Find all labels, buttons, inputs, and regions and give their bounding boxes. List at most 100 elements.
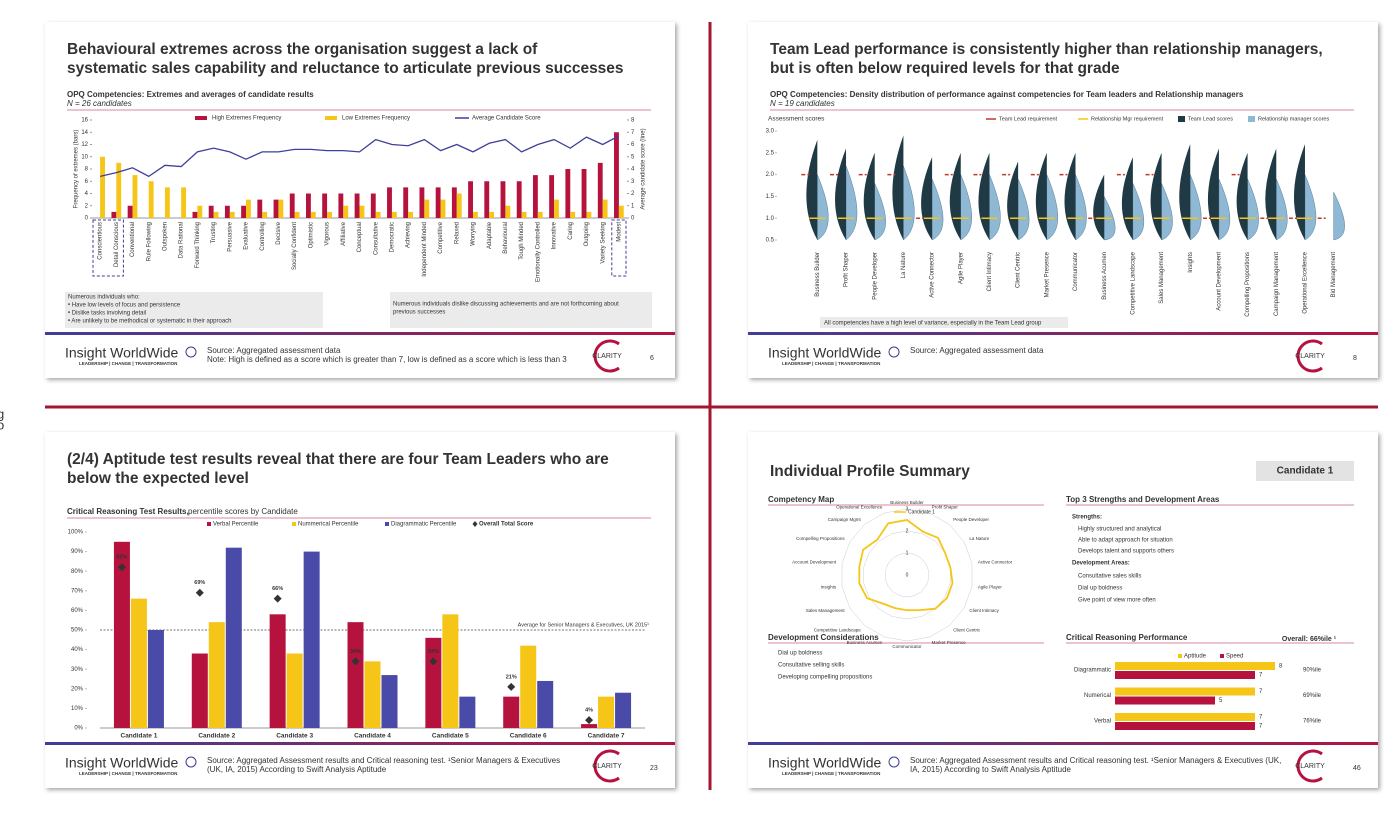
x-tick-label: Trusting <box>211 222 217 243</box>
violin-half <box>845 165 858 241</box>
violin-half <box>892 135 904 240</box>
bar <box>132 175 138 218</box>
x-tick-label: Forward Thinking <box>195 222 201 268</box>
r-tick-label: 0 <box>906 572 909 578</box>
radar-label: La Nature <box>969 536 989 541</box>
x-tick-label: Conventional <box>130 222 136 257</box>
clarity-logo <box>1296 339 1323 373</box>
value-label: 7 <box>1259 724 1263 730</box>
brand-globe <box>888 756 900 768</box>
y-tick-label: 0% <box>74 726 83 732</box>
source-note: Source: Aggregated assessment data <box>910 346 1044 355</box>
x-tick-label: Candidate 6 <box>510 733 547 740</box>
x-tick-label: Client Intimacy <box>987 252 993 291</box>
legend-label: Overall Total Score <box>479 522 534 528</box>
percentile: 76%ile <box>1303 719 1322 725</box>
subtitle-rest: percentile scores by Candidate <box>188 507 298 516</box>
x-tick-label: Worrying <box>471 222 477 246</box>
clarity: CLARITY <box>592 353 622 360</box>
edge-fragment: o <box>0 417 4 432</box>
y-tick-label: 10 <box>81 154 88 160</box>
legend-label: Low Extremes Frequency <box>342 116 410 122</box>
radar-label: Competitive Landscape <box>814 627 862 632</box>
bar <box>343 205 349 218</box>
violin-half <box>817 174 829 241</box>
bar <box>213 211 219 218</box>
y2-tick-label: 7 <box>631 130 635 136</box>
legend-swatch <box>1178 654 1182 658</box>
x-tick-label: Decisive <box>276 221 282 244</box>
line <box>99 135 620 178</box>
legend-label: Relationship manager scores <box>1258 116 1329 122</box>
x-tick-label: La Nature <box>901 251 907 278</box>
score-marker <box>585 716 594 725</box>
bar <box>262 211 268 218</box>
bar <box>354 193 360 218</box>
subtitle: OPQ Competencies: Extremes and averages … <box>67 90 314 99</box>
bar <box>618 205 624 218</box>
bar <box>403 187 409 218</box>
bar <box>484 181 490 218</box>
brand: Insight WorldWide <box>65 755 179 771</box>
radar-line <box>858 519 954 612</box>
list-item: Dial up boldness <box>1078 586 1122 592</box>
score-marker <box>507 682 516 691</box>
bar <box>310 211 316 218</box>
radar-label: Sales Management <box>806 608 846 613</box>
radar-label: Agile Player <box>978 585 1003 590</box>
violin-half <box>1265 148 1277 240</box>
callout-text: Numerous individuals dislike discussing … <box>393 302 619 308</box>
radar-label: Client Centric <box>953 627 981 632</box>
y-tick-label: 100% <box>68 530 84 536</box>
bar <box>419 187 425 218</box>
bar <box>113 541 130 728</box>
slide: Individual Profile Summary Insight WorldW… <box>748 432 1378 788</box>
subtitle: Critical Reasoning Test Results, <box>67 507 189 516</box>
subtitle: OPQ Competencies: Density distribution o… <box>770 90 1244 99</box>
bar <box>391 211 397 218</box>
footer-band <box>748 332 1378 335</box>
x-tick-label: Behavioural <box>503 222 509 254</box>
highlight-box <box>92 219 124 277</box>
bar <box>375 211 381 218</box>
legend-label: Candidate 1 <box>908 509 935 515</box>
violin-half <box>1247 178 1259 241</box>
x-tick-label: Candidate 1 <box>121 733 158 740</box>
r-tick-label: 1 <box>906 550 909 556</box>
y-tick-label: Diagrammatic <box>1074 668 1111 674</box>
value-label: 7 <box>1259 689 1263 695</box>
bar <box>181 187 187 218</box>
x-tick-label: Profit Shaper <box>844 252 850 287</box>
x-tick-label: Account Development <box>1216 252 1222 311</box>
y-tick-label: 16 <box>81 118 88 124</box>
callout <box>820 317 1068 328</box>
tagline: LEADERSHIP | CHANGE | TRANSFORMATION <box>79 361 177 366</box>
y-tick-label: 50% <box>71 628 84 634</box>
y2-tick-label: 2 <box>631 191 635 197</box>
x-tick-label: Detail Conscious <box>114 222 120 267</box>
y-tick-label: 30% <box>71 667 84 673</box>
violin-half <box>1207 148 1219 240</box>
x-tick-label: Agile Player <box>958 252 964 284</box>
x-tick-label: Business Acumen <box>1102 252 1108 300</box>
value-label: 34% <box>350 649 361 655</box>
radar-grid <box>841 508 973 642</box>
radar-label: Business Builder <box>890 500 924 505</box>
y2-tick-label: 0 <box>631 216 635 222</box>
overall-value: 66%ile ¹ <box>1310 636 1337 643</box>
brand-globe <box>185 346 197 358</box>
violin-half <box>1304 174 1317 241</box>
x-tick-label: Market Presence <box>1044 251 1050 297</box>
footer-band <box>45 332 675 335</box>
value-label: 4% <box>585 708 593 714</box>
legend-swatch <box>1248 116 1255 122</box>
violin-half <box>1017 178 1030 241</box>
source-note: Source: Aggregated Assessment results an… <box>910 756 1281 765</box>
violin-half <box>960 174 972 241</box>
value-label: 7 <box>1259 673 1263 679</box>
bar <box>303 551 320 728</box>
bar <box>1115 722 1255 730</box>
violin-half <box>1093 174 1105 240</box>
slide: Team Lead performance is consistently hi… <box>748 22 1378 378</box>
bar <box>197 205 203 218</box>
